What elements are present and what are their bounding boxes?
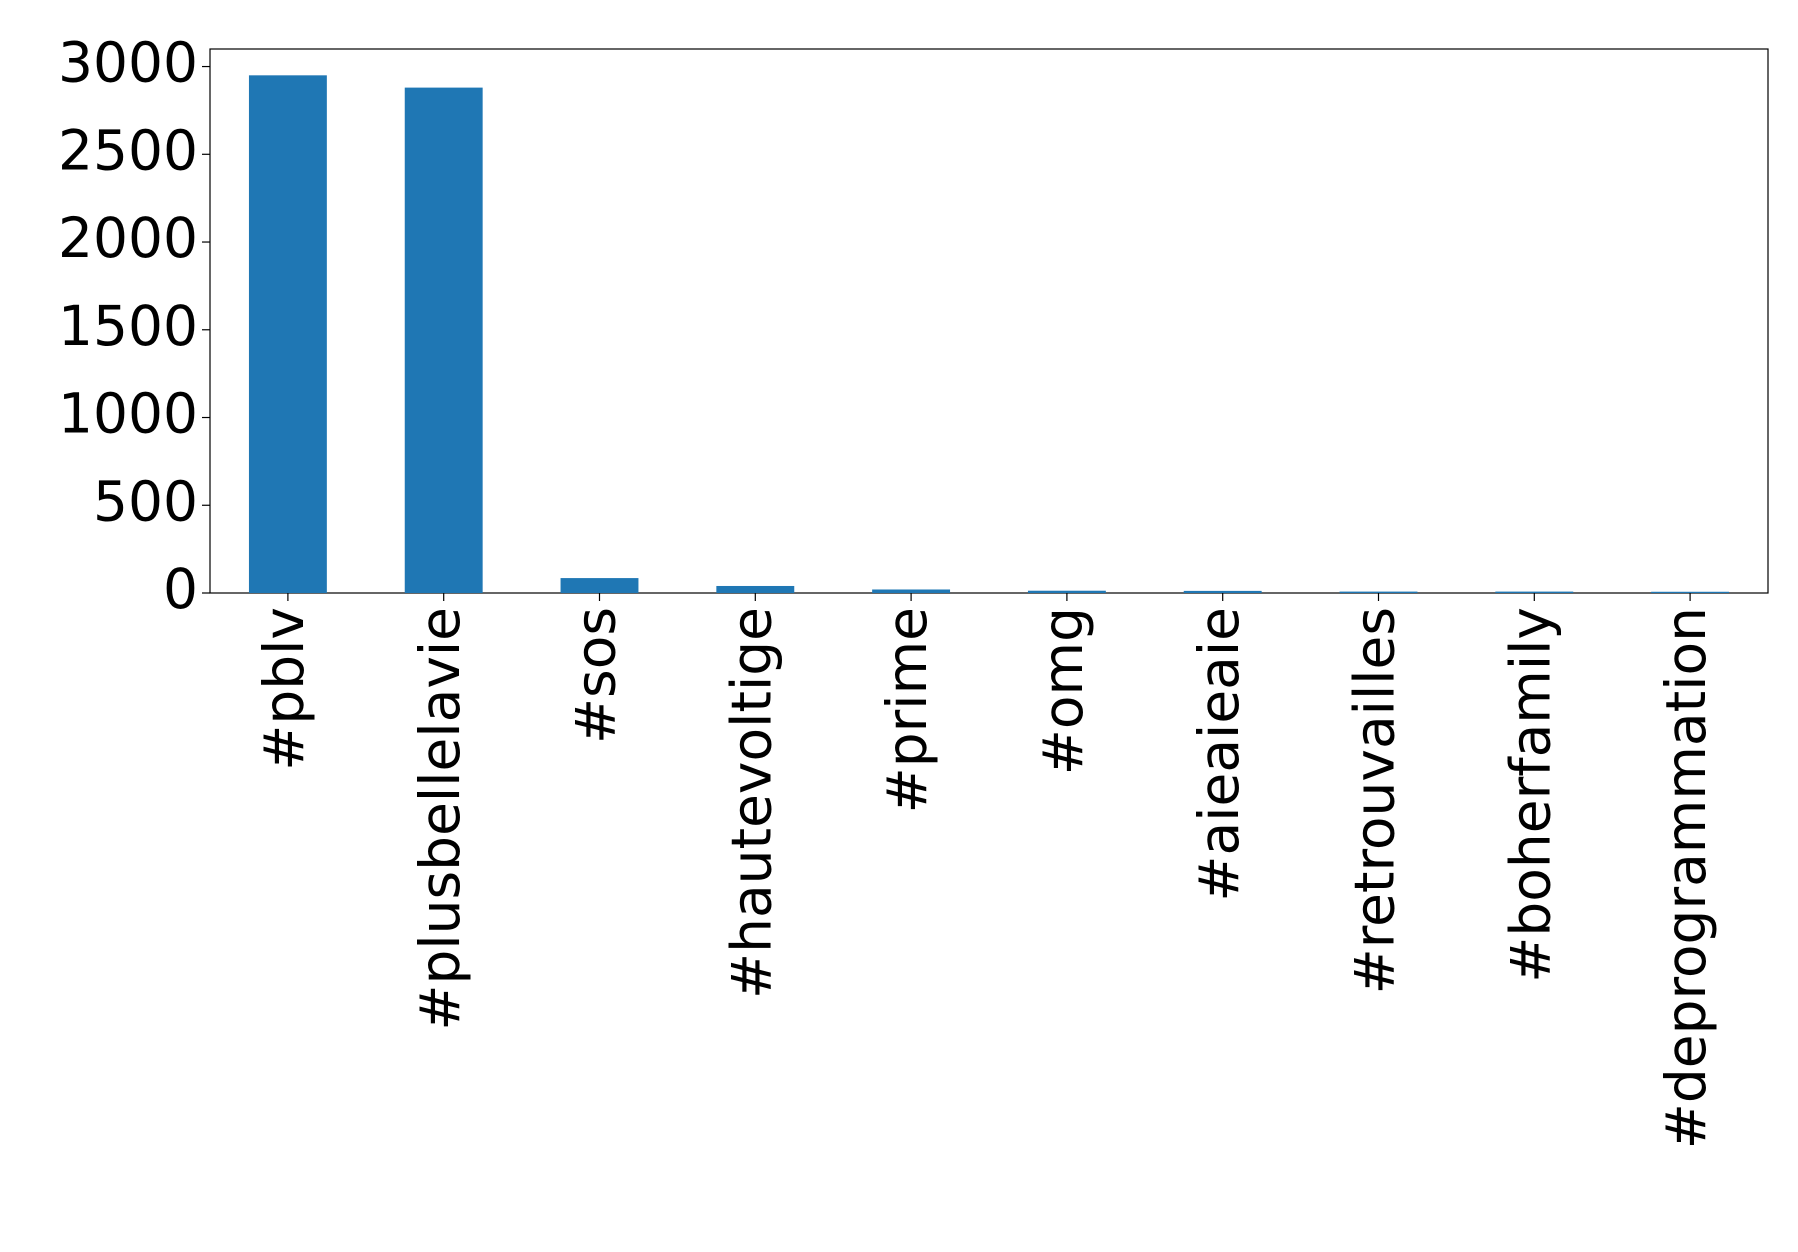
y-tick-label: 2500 (58, 118, 198, 182)
x-tick-label: #sos (564, 607, 628, 744)
bar (560, 578, 639, 593)
bar (248, 75, 327, 594)
y-tick-label: 0 (163, 557, 198, 621)
bar (1339, 591, 1418, 593)
plot-frame (209, 48, 1769, 594)
x-tick-label: #hautevoltige (719, 607, 783, 999)
x-tick-label: #omg (1031, 607, 1095, 775)
bar (1183, 590, 1262, 593)
x-tick-label: #retrouvailles (1343, 607, 1407, 994)
y-tick-label: 2000 (58, 206, 198, 270)
y-tick-label: 500 (93, 469, 198, 533)
bar (404, 87, 483, 594)
bar (1495, 591, 1574, 593)
bar (716, 585, 795, 593)
x-tick-label: #prime (875, 607, 939, 813)
bar (1651, 591, 1730, 593)
x-tick-label: #deprogrammation (1654, 607, 1718, 1149)
bar (872, 589, 951, 593)
x-tick-label: #plusbellelavie (408, 607, 472, 1031)
x-tick-label: #aieaieaie (1187, 607, 1251, 902)
x-tick-label: #pblv (252, 607, 316, 771)
y-tick-label: 1500 (58, 294, 198, 358)
y-tick-label: 1000 (58, 382, 198, 446)
y-tick-label: 3000 (58, 31, 198, 95)
bar (1027, 590, 1106, 593)
x-tick-label: #boherfamily (1498, 607, 1562, 983)
